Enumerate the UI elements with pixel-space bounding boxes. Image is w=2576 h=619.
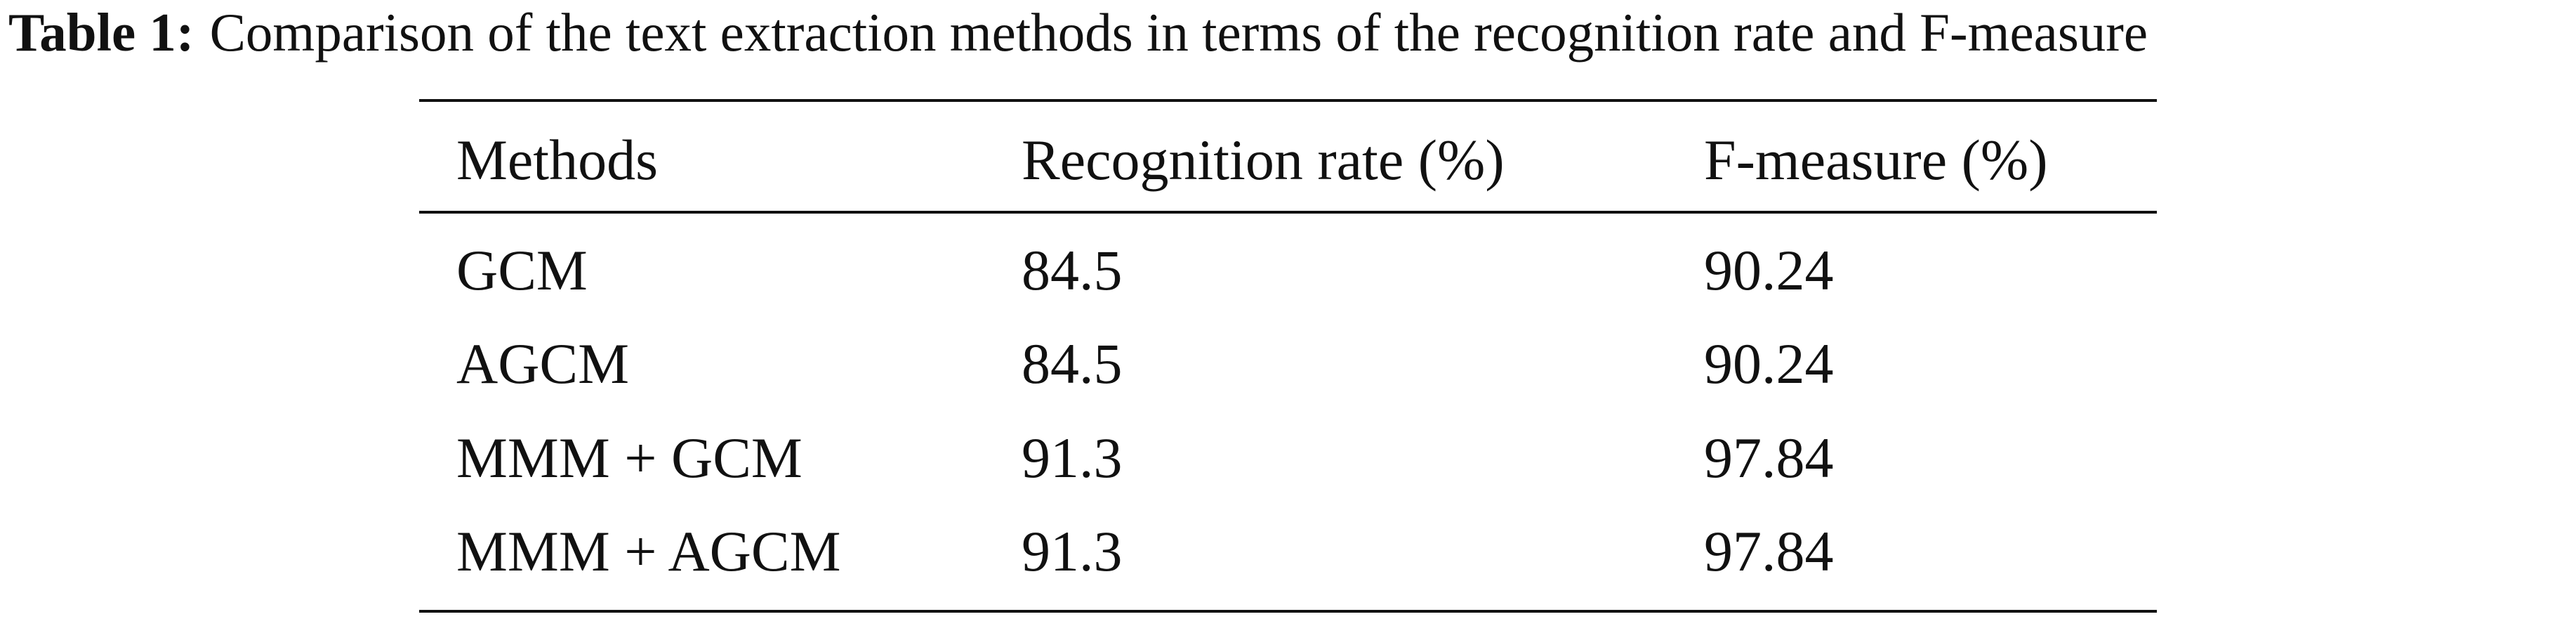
- table-cell: 90.24: [1704, 238, 1834, 302]
- table-cell: AGCM: [456, 332, 629, 396]
- table-cell: 90.24: [1704, 332, 1834, 396]
- table-cell: GCM: [456, 238, 588, 302]
- caption: Table 1: Comparison of the text extractio…: [8, 2, 2148, 63]
- table-cell: 84.5: [1022, 238, 1123, 302]
- table-cell: 91.3: [1022, 519, 1123, 583]
- caption-text: Comparison of the text extraction method…: [210, 2, 2148, 63]
- table-cell: MMM + GCM: [456, 426, 802, 490]
- header-cell: Methods: [456, 128, 658, 192]
- header-cell: Recognition rate (%): [1022, 128, 1505, 192]
- table-cell: 97.84: [1704, 519, 1834, 583]
- caption-label: Table 1:: [8, 2, 194, 63]
- table-cell: 91.3: [1022, 426, 1123, 490]
- table-cell: 84.5: [1022, 332, 1123, 396]
- table-cell: 97.84: [1704, 426, 1834, 490]
- table-cell: MMM + AGCM: [456, 519, 841, 583]
- header-cell: F-measure (%): [1704, 128, 2048, 192]
